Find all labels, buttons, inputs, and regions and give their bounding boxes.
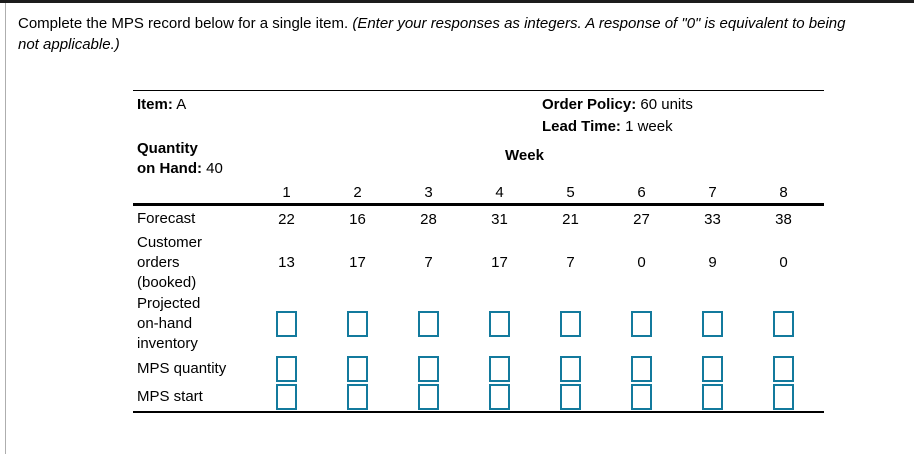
- week-number-1: 1: [282, 183, 291, 201]
- projected-inventory-row-label: Projected on-hand inventory: [133, 294, 251, 354]
- forecast-value: 33: [704, 210, 721, 228]
- mps-quantity-row: MPS quantity: [133, 355, 824, 383]
- forecast-value: 28: [420, 210, 437, 228]
- projected-inventory-label-line1: Projected: [137, 295, 201, 312]
- customer-orders-value: 9: [708, 254, 717, 271]
- projected-inventory-label-line3: inventory: [137, 335, 198, 352]
- mps-quantity-input-week3[interactable]: [418, 356, 439, 382]
- week-number-6: 6: [637, 183, 646, 201]
- week-number-7: 7: [708, 183, 717, 201]
- lead-time-line: Lead Time: 1 week: [542, 118, 673, 135]
- week-number-4: 4: [495, 183, 504, 201]
- projected-inventory-row: Projected on-hand inventory: [133, 293, 824, 355]
- lead-time-value: 1 week: [625, 118, 673, 135]
- quantity-on-hand-value: 40: [206, 160, 223, 177]
- quantity-on-hand-label-line1: Quantity: [137, 140, 198, 157]
- customer-orders-value: 17: [349, 254, 366, 271]
- projected-inventory-label-line2: on-hand: [137, 315, 193, 332]
- mps-quantity-input-week1[interactable]: [276, 356, 297, 382]
- mps-quantity-input-week7[interactable]: [702, 356, 723, 382]
- mps-start-input-week5[interactable]: [560, 384, 581, 410]
- projected-inventory-input-week8[interactable]: [773, 311, 794, 337]
- week-numbers-row: 1 2 3 4 5 6 7 8: [133, 181, 824, 203]
- mps-record-table: Item: A Order Policy: 60 units Lead Time…: [133, 90, 824, 413]
- content-left-border: [5, 3, 6, 454]
- quantity-on-hand-line: Quantity on Hand: 40: [137, 139, 223, 179]
- projected-inventory-input-week6[interactable]: [631, 311, 652, 337]
- week-number-5: 5: [566, 183, 575, 201]
- question-italic-text-line1: (Enter your responses as integers. A res…: [352, 15, 846, 32]
- customer-orders-value: 7: [566, 254, 575, 271]
- mps-quantity-input-week6[interactable]: [631, 356, 652, 382]
- question-line-1: Complete the MPS record below for a sing…: [18, 13, 914, 34]
- mps-start-input-week8[interactable]: [773, 384, 794, 410]
- mps-start-row: MPS start: [133, 383, 824, 411]
- week-column-group-header: Week: [505, 147, 544, 164]
- week-number-8: 8: [779, 183, 788, 201]
- forecast-row-label: Forecast: [137, 210, 196, 227]
- customer-orders-label-line1: Customer: [137, 233, 203, 251]
- mps-quantity-row-label: MPS quantity: [137, 360, 227, 377]
- week-number-2: 2: [353, 183, 362, 201]
- table-top-rule: [133, 90, 824, 91]
- forecast-value: 22: [278, 210, 295, 228]
- projected-inventory-input-week5[interactable]: [560, 311, 581, 337]
- mps-quantity-input-week5[interactable]: [560, 356, 581, 382]
- mps-start-row-label: MPS start: [137, 388, 203, 405]
- window-top-border: [0, 0, 914, 3]
- customer-orders-value: 0: [637, 254, 646, 271]
- week-number-3: 3: [424, 183, 433, 201]
- question-italic-text-line2: not applicable.): [18, 36, 120, 53]
- lead-time-label: Lead Time:: [542, 118, 621, 135]
- table-header-rule: [133, 203, 824, 206]
- forecast-value: 31: [491, 210, 508, 228]
- item-label: Item:: [137, 96, 173, 113]
- customer-orders-label-line3: (booked): [137, 273, 197, 291]
- mps-start-input-week4[interactable]: [489, 384, 510, 410]
- mps-start-input-week6[interactable]: [631, 384, 652, 410]
- forecast-value: 16: [349, 210, 366, 228]
- quantity-on-hand-label-line2: on Hand:: [137, 160, 202, 177]
- question-text: Complete the MPS record below for a sing…: [18, 13, 914, 55]
- mps-quantity-input-week2[interactable]: [347, 356, 368, 382]
- table-header-block: Item: A Order Policy: 60 units Lead Time…: [133, 91, 824, 181]
- order-policy-line: Order Policy: 60 units: [542, 96, 693, 113]
- item-value: A: [176, 96, 187, 113]
- mps-start-input-week2[interactable]: [347, 384, 368, 410]
- mps-start-input-week7[interactable]: [702, 384, 723, 410]
- order-policy-label: Order Policy:: [542, 96, 637, 113]
- forecast-row: Forecast 22 16 28 31 21 27 33 38: [133, 206, 824, 232]
- question-normal-text: Complete the MPS record below for a sing…: [18, 15, 349, 32]
- projected-inventory-input-week1[interactable]: [276, 311, 297, 337]
- customer-orders-value: 13: [278, 254, 295, 271]
- customer-orders-row-label: Customer orders (booked): [133, 233, 251, 293]
- item-line: Item: A: [137, 96, 186, 113]
- mps-start-input-week1[interactable]: [276, 384, 297, 410]
- forecast-value: 38: [775, 210, 792, 228]
- customer-orders-value: 17: [491, 254, 508, 271]
- customer-orders-row: Customer orders (booked) 13 17 7 17 7 0 …: [133, 232, 824, 293]
- projected-inventory-input-week7[interactable]: [702, 311, 723, 337]
- mps-start-input-week3[interactable]: [418, 384, 439, 410]
- forecast-value: 27: [633, 210, 650, 228]
- order-policy-value: 60 units: [640, 96, 693, 113]
- customer-orders-value: 7: [424, 254, 433, 271]
- mps-quantity-input-week4[interactable]: [489, 356, 510, 382]
- table-bottom-rule: [133, 411, 824, 413]
- projected-inventory-input-week2[interactable]: [347, 311, 368, 337]
- projected-inventory-input-week3[interactable]: [418, 311, 439, 337]
- forecast-value: 21: [562, 210, 579, 228]
- projected-inventory-input-week4[interactable]: [489, 311, 510, 337]
- customer-orders-value: 0: [779, 254, 788, 271]
- customer-orders-label-line2: orders: [137, 253, 180, 271]
- mps-quantity-input-week8[interactable]: [773, 356, 794, 382]
